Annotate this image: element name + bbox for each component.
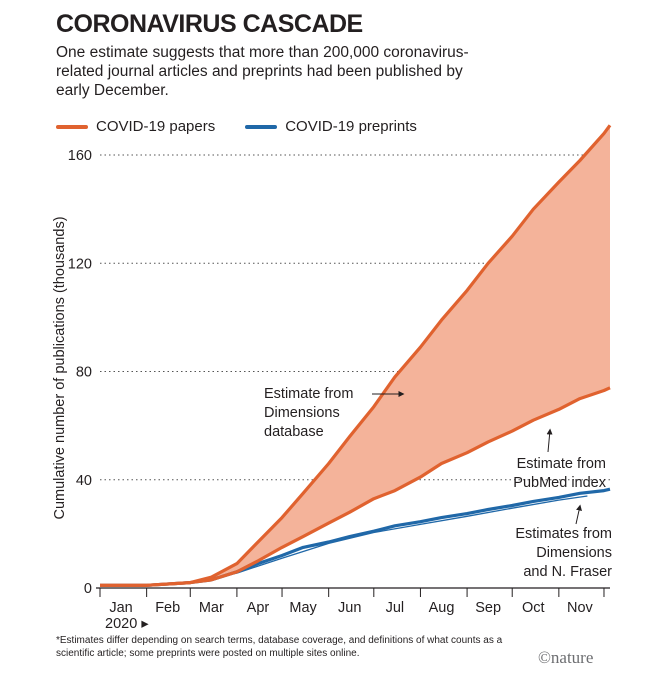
x-tick-label-jun: Jun [338,600,361,616]
x-tick-label-apr: Apr [247,600,270,616]
x-tick-label-jul: Jul [386,600,405,616]
legend-item-preprints: COVID-19 preprints [245,118,417,135]
legend-item-papers: COVID-19 papers [56,118,215,135]
footnote: *Estimates differ depending on search te… [56,635,503,659]
y-tick-label-120: 120 [68,256,92,272]
y-tick-label-80: 80 [76,365,92,381]
y-tick-label-0: 0 [84,581,92,597]
chart-title: CORONAVIRUS CASCADE [56,10,363,38]
annotation-dimensions-line-2: database [264,424,324,440]
dimensions-line [100,124,612,587]
annotation-preprints-line-2: and N. Fraser [523,564,612,580]
annotation-pubmed-line-0: Estimate from [517,456,606,472]
pubmed-line [100,386,611,587]
annotation-preprints-line-0: Estimates from [515,526,612,542]
x-tick-label-jan: Jan [109,600,132,616]
x-year-label: 2020 ▸ [105,616,149,632]
annotation-dimensions-line-1: Dimensions [264,405,340,421]
x-tick-label-oct: Oct [522,600,545,616]
legend-swatch-papers [56,124,88,129]
annotation-pubmed-line-1: PubMed index [513,475,606,491]
x-tick-label-may: May [289,600,317,616]
annotation-preprints-line-1: Dimensions [536,545,612,561]
legend: COVID-19 papers COVID-19 preprints [56,118,417,135]
legend-label-preprints: COVID-19 preprints [285,118,417,135]
x-tick-label-nov: Nov [567,600,594,616]
papers-estimate-band [100,125,610,586]
x-tick-label-mar: Mar [199,600,224,616]
y-axis-label: Cumulative number of publications (thous… [52,216,68,519]
legend-label-papers: COVID-19 papers [96,118,216,135]
chart-subtitle: One estimate suggests that more than 200… [56,44,469,99]
y-tick-label-40: 40 [76,473,92,489]
annotation-pubmed-arrow [546,428,553,453]
x-tick-label-sep: Sep [475,600,501,616]
nature-logo: ©nature [538,648,594,667]
legend-swatch-preprints [245,124,278,129]
x-tick-label-aug: Aug [429,600,455,616]
y-tick-label-160: 160 [68,148,92,164]
x-tick-label-feb: Feb [155,600,180,616]
annotation-dimensions-line-0: Estimate from [264,386,353,402]
annotation-preprints-arrow [575,504,582,525]
